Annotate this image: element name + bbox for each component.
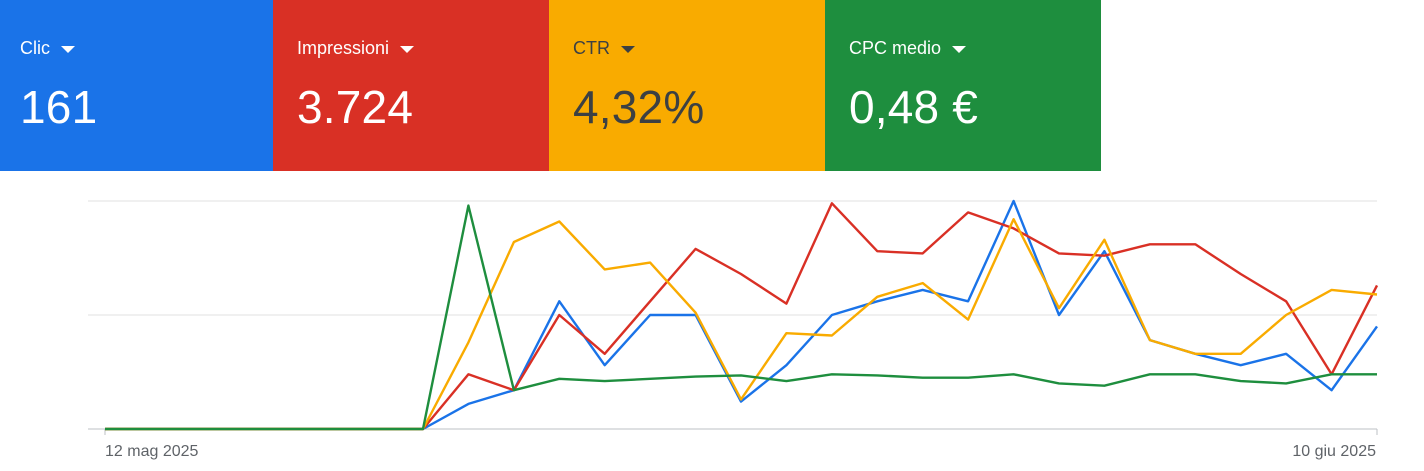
metric-label-row[interactable]: CTR (573, 37, 825, 59)
metric-label-row[interactable]: CPC medio (849, 37, 1101, 59)
metric-label: CPC medio (849, 38, 942, 58)
series-line-3 (105, 218, 1378, 431)
metric-value: 4,32% (573, 81, 705, 133)
performance-chart: 12 mag 2025 10 giu 2025 (0, 171, 1424, 471)
metric-label: Clic (20, 38, 50, 58)
series-line-4 (105, 204, 1377, 431)
metric-label: CTR (573, 38, 610, 58)
caret-down-icon[interactable] (61, 45, 75, 53)
metric-label-row[interactable]: Clic (20, 37, 273, 59)
x-tick-label-start: 12 mag 2025 (105, 443, 199, 460)
metric-card-ctr[interactable]: CTR 4,32% (549, 0, 825, 171)
metric-label-row[interactable]: Impressioni (297, 37, 549, 59)
metric-value: 161 (20, 81, 98, 133)
metric-value: 0,48 € (849, 81, 979, 133)
caret-down-icon[interactable] (400, 45, 415, 53)
series-line-2 (105, 202, 1379, 431)
chart-canvas (88, 199, 1379, 435)
caret-down-icon[interactable] (952, 45, 967, 53)
caret-down-icon[interactable] (621, 45, 635, 53)
metric-label: Impressioni (297, 38, 390, 58)
metric-value: 3.724 (297, 81, 414, 133)
metric-cards: Clic 161 Impressioni 3.724 CTR 4,32% CPC… (0, 0, 1101, 171)
metric-card-cpc-medio[interactable]: CPC medio 0,48 € (825, 0, 1101, 171)
x-tick-label-end: 10 giu 2025 (1292, 443, 1376, 460)
metric-card-impressioni[interactable]: Impressioni 3.724 (273, 0, 549, 171)
metric-card-clic[interactable]: Clic 161 (0, 0, 273, 171)
